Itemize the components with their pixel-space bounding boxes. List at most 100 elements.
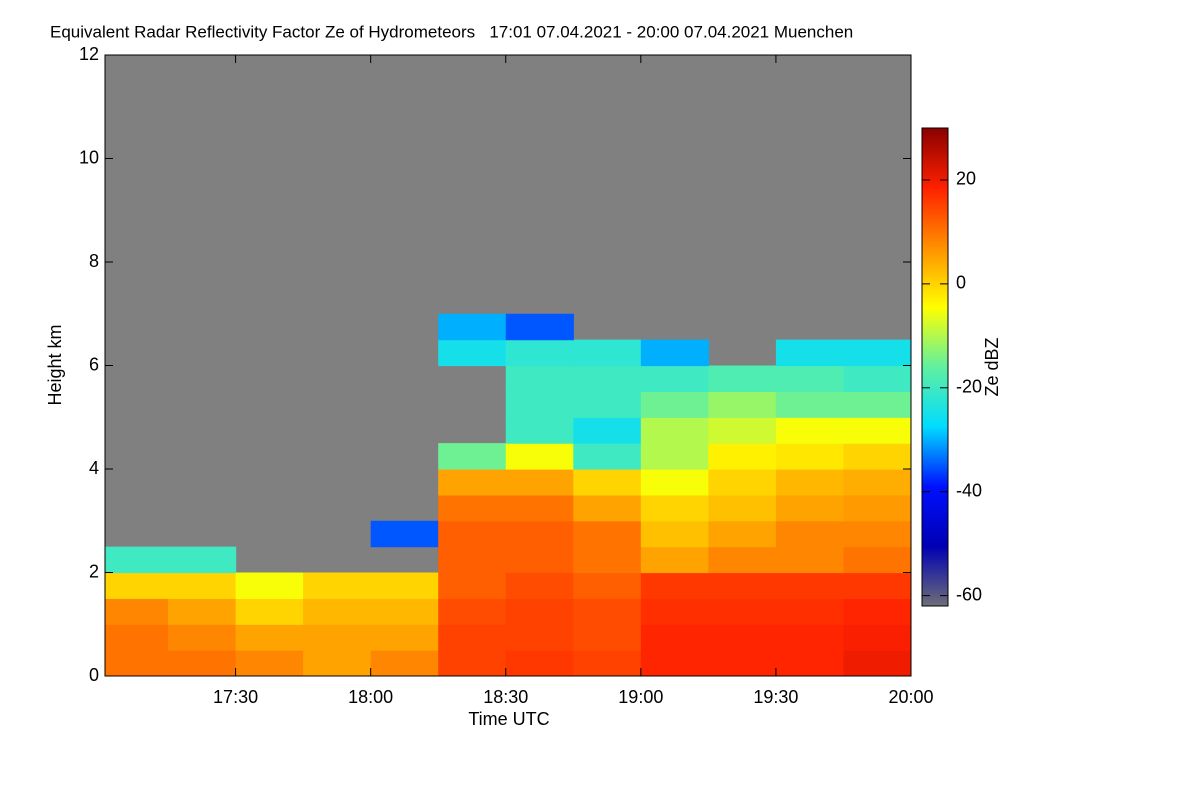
heatmap-cell [370, 624, 439, 651]
heatmap-cell [168, 624, 237, 651]
x-tick-label: 18:00 [348, 687, 393, 707]
heatmap-cell [505, 391, 574, 418]
heatmap-cell [640, 650, 709, 676]
heatmap-cell [573, 365, 642, 392]
colorbar-tick-label: 0 [956, 273, 966, 293]
heatmap-cell [505, 624, 574, 651]
heatmap-cell [573, 339, 642, 367]
heatmap-cell [505, 494, 574, 522]
heatmap-cell [843, 417, 911, 444]
heatmap-cell [775, 339, 845, 367]
heatmap-cell [505, 469, 574, 496]
heatmap-cell [505, 365, 574, 392]
heatmap-cell [640, 546, 709, 574]
heatmap-cell [168, 598, 237, 625]
heatmap-cell [573, 572, 642, 599]
x-tick-label: 19:00 [618, 687, 663, 707]
heatmap-cell [775, 469, 845, 496]
heatmap-cell [708, 572, 777, 599]
heatmap-cell [708, 546, 777, 574]
heatmap-cell [505, 572, 574, 599]
colorbar-tick-label: -40 [956, 480, 982, 500]
heatmap-cell [235, 624, 304, 651]
heatmap-cell [843, 598, 911, 625]
heatmap-cell [573, 391, 642, 418]
heatmap-cell [843, 624, 911, 651]
heatmap-cell [438, 494, 507, 522]
heatmap-cell [843, 339, 911, 367]
y-tick-label: 12 [79, 44, 99, 64]
heatmap-cell [708, 624, 777, 651]
heatmap-cell [168, 572, 237, 599]
colorbar-title: Ze dBZ [982, 337, 1002, 396]
heatmap-cell [438, 339, 507, 367]
colorbar [921, 127, 949, 607]
y-tick-label: 10 [79, 147, 99, 167]
heatmap-cell [573, 546, 642, 574]
heatmap-cell [438, 546, 507, 574]
heatmap-cell [775, 391, 845, 418]
x-tick-label: 20:00 [888, 687, 933, 707]
heatmap-cell [105, 650, 169, 676]
heatmap-cell [438, 650, 507, 676]
heatmap-cell [640, 365, 709, 392]
heatmap-cell [303, 572, 372, 599]
heatmap-cell [843, 443, 911, 470]
y-axis-title: Height km [45, 324, 65, 405]
heatmap-cell [708, 494, 777, 522]
heatmap-cell [640, 520, 709, 548]
heatmap-cell [573, 469, 642, 496]
y-tick-label: 4 [89, 458, 99, 478]
heatmap-cell [370, 520, 439, 548]
heatmap-cell [438, 469, 507, 496]
y-tick-label: 6 [89, 354, 99, 374]
heatmap-cell [708, 391, 777, 418]
heatmap-cell [438, 313, 507, 341]
heatmap-cell [843, 391, 911, 418]
x-tick-label: 17:30 [213, 687, 258, 707]
chart-title: Equivalent Radar Reflectivity Factor Ze … [50, 22, 853, 41]
heatmap-cell [708, 598, 777, 625]
heatmap-cell [505, 417, 574, 444]
y-tick-label: 2 [89, 561, 99, 581]
colorbar-tick-label: 20 [956, 169, 976, 189]
heatmap-cell [505, 520, 574, 548]
heatmap-cell [708, 469, 777, 496]
heatmap-cell [573, 650, 642, 676]
heatmap-cell [303, 598, 372, 625]
heatmap-cell [640, 339, 709, 367]
heatmap-cell [505, 546, 574, 574]
heatmap-cell [640, 572, 709, 599]
heatmap-cell [640, 391, 709, 418]
heatmap-cell [775, 494, 845, 522]
heatmap-cell [235, 572, 304, 599]
heatmap-cell [775, 417, 845, 444]
heatmap-cell [775, 598, 845, 625]
x-tick-label: 18:30 [483, 687, 528, 707]
heatmap-cell [438, 624, 507, 651]
heatmap-cell [168, 546, 237, 574]
heatmap-cell [775, 650, 845, 676]
heatmap-cell [573, 443, 642, 470]
heatmap-cell [775, 365, 845, 392]
colorbar-tick-label: -20 [956, 377, 982, 397]
heatmap-cell [105, 624, 169, 651]
heatmap-cell [303, 650, 372, 676]
heatmap-cell [438, 598, 507, 625]
heatmap-cell [505, 443, 574, 470]
heatmap-cell [370, 572, 439, 599]
heatmap-cell [708, 650, 777, 676]
heatmap-cell [573, 494, 642, 522]
heatmap-cell [775, 546, 845, 574]
heatmap-cell [843, 520, 911, 548]
heatmap-cell [438, 520, 507, 548]
heatmap-cell [505, 650, 574, 676]
heatmap-cell [105, 598, 169, 625]
heatmap-cell [573, 624, 642, 651]
heatmap [105, 313, 911, 676]
heatmap-cell [708, 443, 777, 470]
heatmap-cell [708, 520, 777, 548]
heatmap-cell [505, 339, 574, 367]
y-tick-label: 0 [89, 665, 99, 685]
heatmap-cell [573, 417, 642, 444]
